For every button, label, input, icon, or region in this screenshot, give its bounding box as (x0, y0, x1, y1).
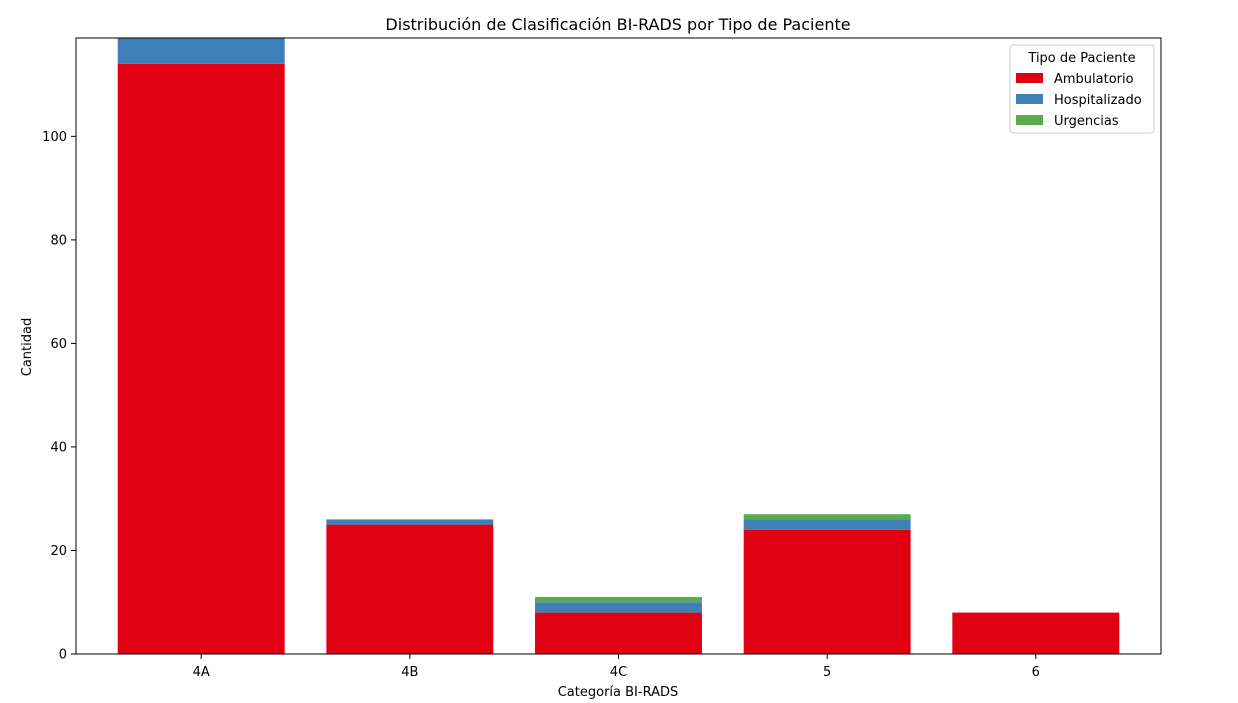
bar-4A-ambulatorio (117, 63, 285, 655)
legend-label: Hospitalizado (1054, 93, 1142, 108)
bar-4B-ambulatorio (326, 524, 494, 654)
legend-label: Urgencias (1054, 114, 1119, 129)
y-axis: 0 20 40 60 80 100 (42, 130, 76, 663)
legend-swatch (1016, 115, 1043, 125)
bar-5-hospitalizado (743, 519, 911, 530)
legend-items: Ambulatorio Hospitalizado Urgencias (1016, 72, 1142, 129)
legend-box (1009, 44, 1155, 134)
legend: Tipo de Paciente Ambulatorio Hospitalizad… (1009, 44, 1155, 134)
bar-5-urgencias (743, 514, 911, 520)
y-tick-label: 80 (50, 233, 67, 248)
y-tick-label: 40 (50, 440, 67, 455)
y-axis-label: Cantidad (20, 318, 35, 376)
x-tick-label: 4B (401, 665, 418, 680)
legend-swatch (1016, 94, 1043, 104)
bar-4A-hospitalizado (117, 38, 285, 64)
y-tick-label: 0 (59, 648, 67, 663)
bar-6-ambulatorio (952, 612, 1120, 654)
y-tick-label: 60 (50, 337, 67, 352)
bar-4B-hospitalizado (326, 519, 494, 525)
bar-4C-hospitalizado (535, 602, 702, 613)
x-tick-label: 4C (610, 665, 627, 680)
bar-4C-urgencias (535, 597, 702, 603)
bars-group (117, 38, 1120, 655)
x-tick-label: 6 (1032, 665, 1040, 680)
x-tick-label: 4A (193, 665, 210, 680)
y-tick-label: 20 (50, 544, 67, 559)
bar-4C-ambulatorio (535, 612, 702, 654)
legend-swatch (1016, 73, 1043, 83)
x-axis-label: Categoría BI-RADS (558, 685, 679, 700)
legend-title: Tipo de Paciente (1027, 51, 1135, 66)
legend-label: Ambulatorio (1054, 72, 1134, 87)
y-tick-label: 100 (42, 130, 67, 145)
x-tick-label: 5 (823, 665, 831, 680)
chart-title: Distribución de Clasificación BI-RADS po… (385, 15, 850, 34)
bar-5-ambulatorio (743, 529, 911, 654)
x-axis: 4A 4B 4C 5 6 (193, 654, 1040, 680)
